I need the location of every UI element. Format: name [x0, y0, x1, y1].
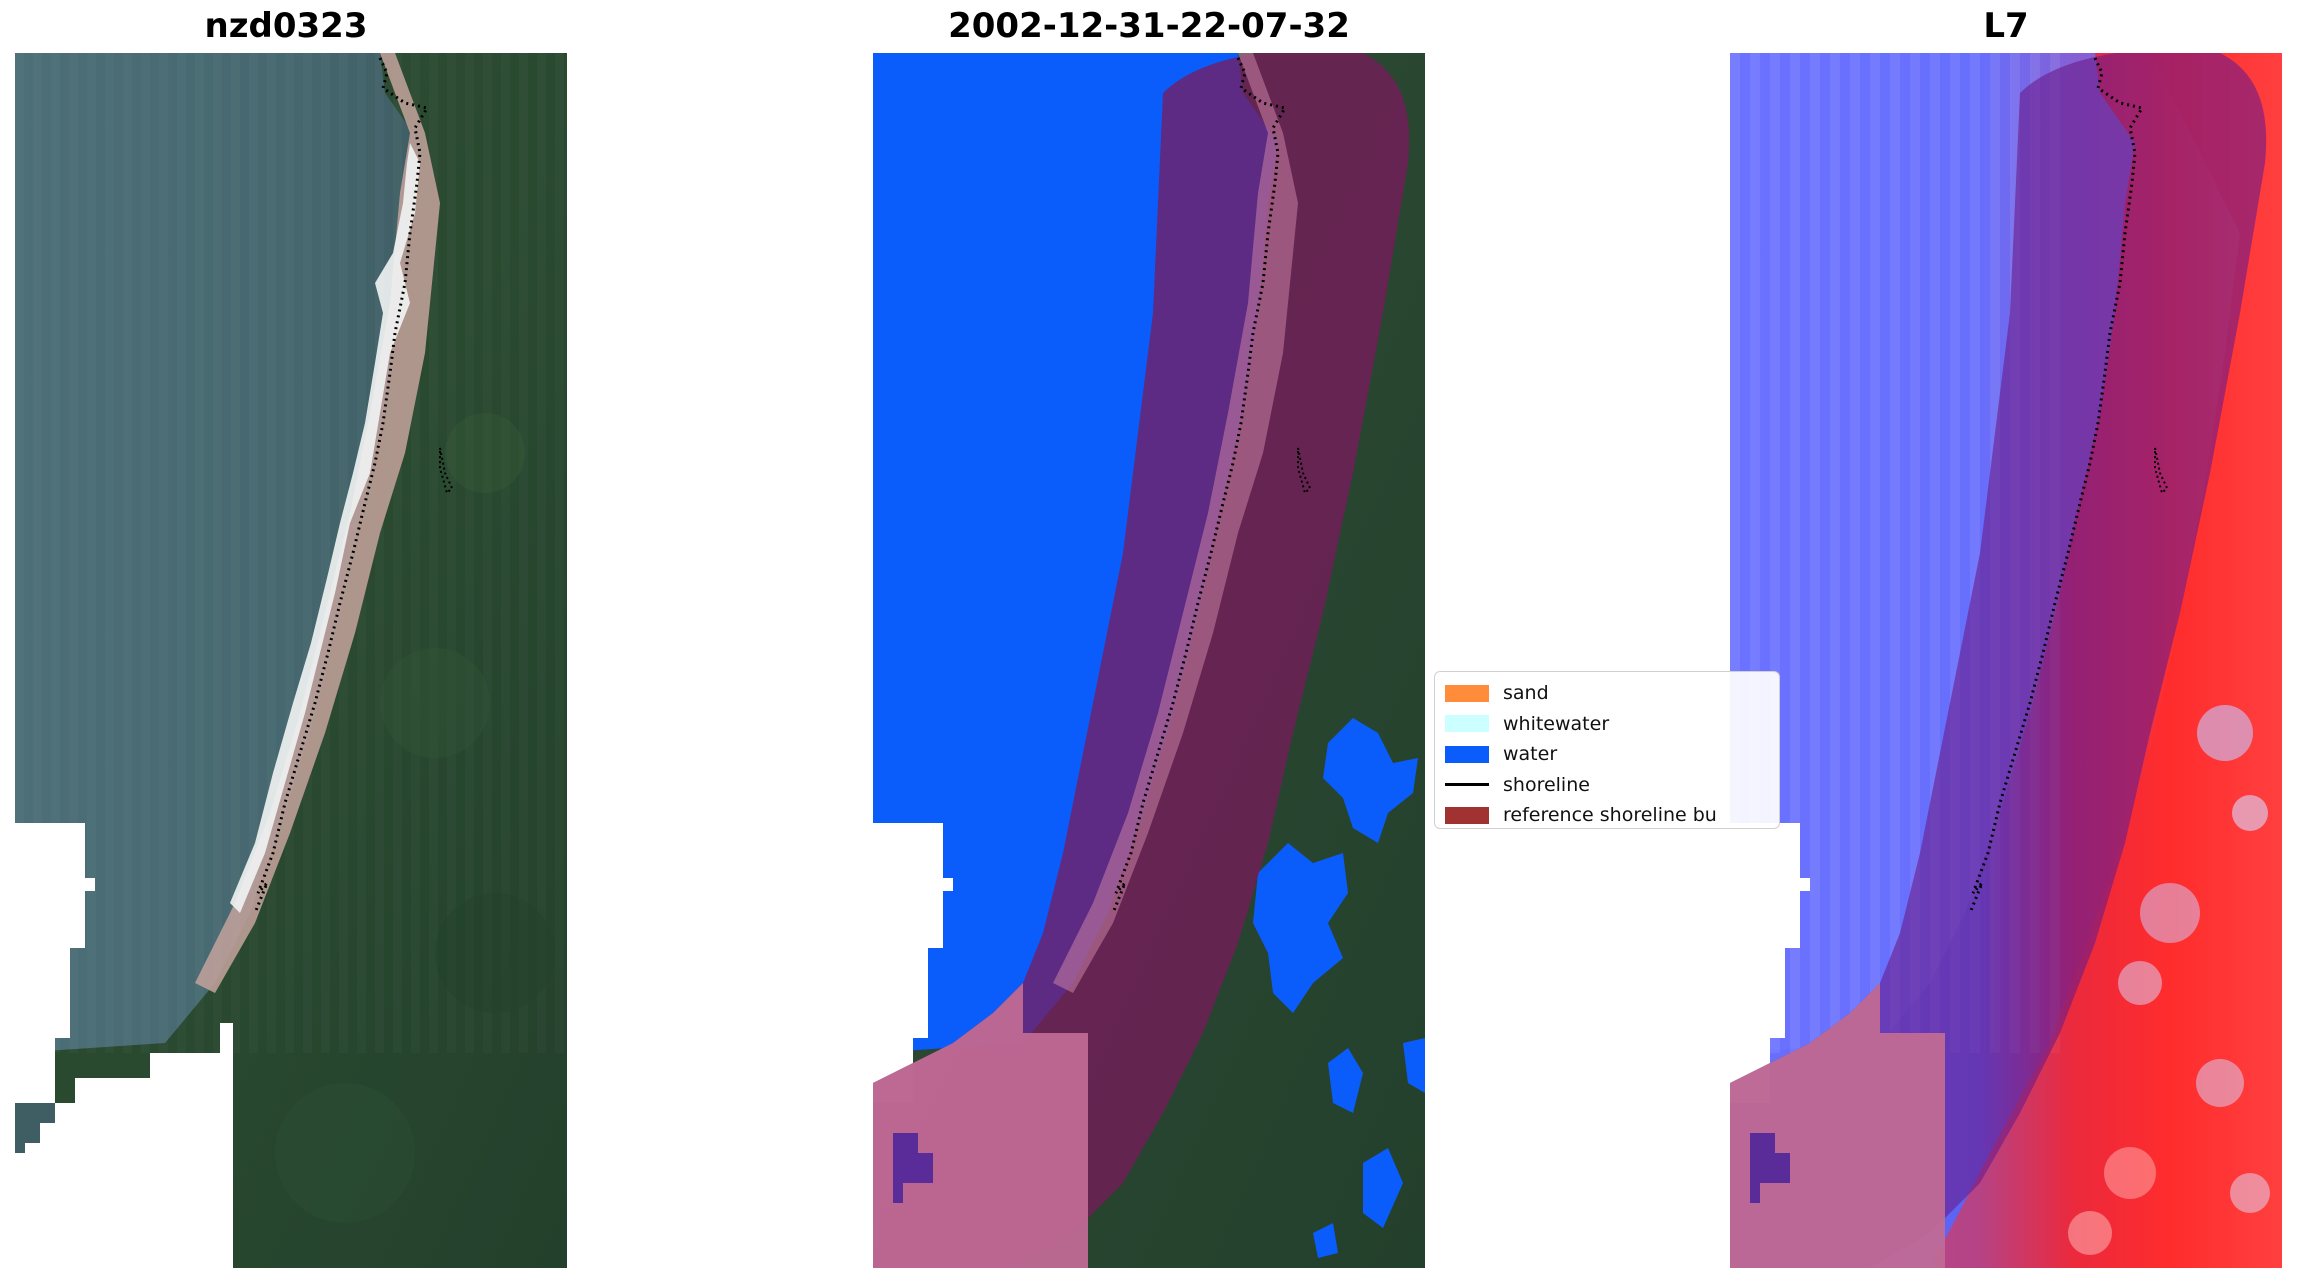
- classified-image-canvas: [873, 53, 1425, 1268]
- legend-label-water: water: [1503, 743, 1558, 766]
- legend-item-reference-buffer: reference shoreline bu: [1445, 800, 1769, 831]
- legend-swatch-whitewater: [1445, 715, 1489, 733]
- panel-title-classified: 2002-12-31-22-07-32: [948, 6, 1350, 46]
- legend-label-sand: sand: [1503, 682, 1549, 705]
- legend-item-water: water: [1445, 739, 1769, 770]
- panel-title-rgb: nzd0323: [204, 6, 368, 46]
- index-image-canvas: [1730, 53, 2282, 1268]
- shoreline-line: [253, 57, 430, 914]
- legend-swatch-reference-buffer: [1445, 806, 1489, 824]
- panel-title-index: L7: [1983, 6, 2029, 46]
- legend-label-whitewater: whitewater: [1503, 712, 1610, 735]
- legend-swatch-water: [1445, 745, 1489, 763]
- legend-label-shoreline: shoreline: [1503, 773, 1590, 796]
- classified-image: [873, 53, 1425, 1268]
- rgb-image-canvas: [15, 53, 567, 1268]
- legend-item-whitewater: whitewater: [1445, 709, 1769, 740]
- legend-item-shoreline: shoreline: [1445, 770, 1769, 801]
- legend-swatch-sand: [1445, 684, 1489, 702]
- legend-item-sand: sand: [1445, 678, 1769, 709]
- legend-swatch-shoreline: [1445, 783, 1489, 787]
- legend: sand whitewater water shoreline referenc…: [1434, 671, 1780, 829]
- legend-label-reference-buffer: reference shoreline bu: [1503, 804, 1717, 827]
- rgb-satellite-image: [15, 53, 567, 1268]
- water-index-image: [1730, 53, 2282, 1268]
